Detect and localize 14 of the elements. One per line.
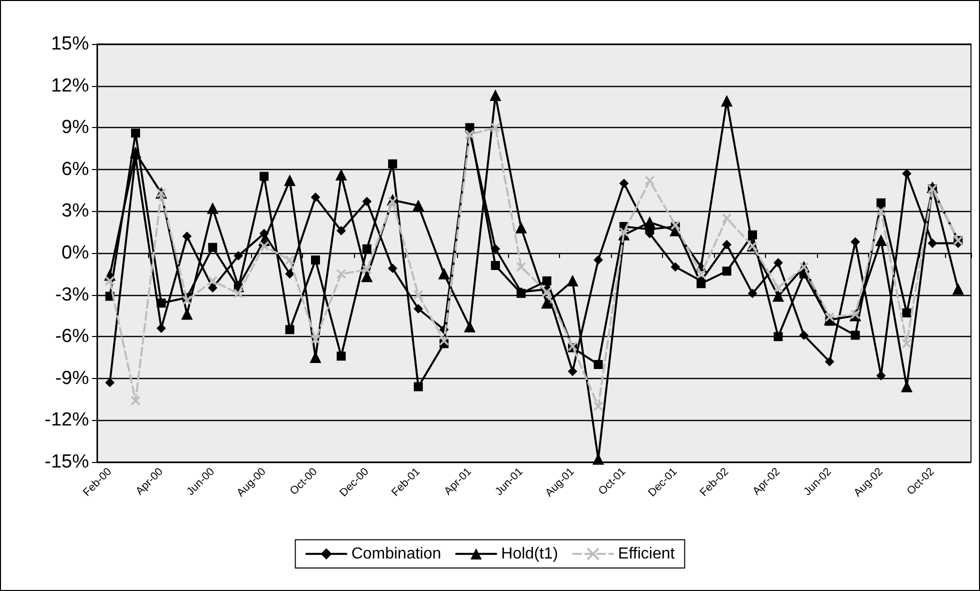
legend-label: Efficient: [618, 545, 676, 562]
legend-label: Hold(t1): [501, 545, 558, 562]
y-tick-label: -6%: [55, 326, 90, 348]
y-tick-label: 0%: [62, 242, 90, 264]
y-tick-label: 15%: [50, 34, 90, 54]
y-tick-label: 6%: [62, 158, 90, 180]
y-tick-label: -15%: [44, 452, 90, 472]
y-tick-label: 9%: [62, 117, 90, 138]
y-tick-label: 12%: [50, 75, 90, 96]
legend-label: Combination: [351, 545, 442, 562]
y-tick-label: -9%: [55, 368, 90, 389]
y-tick-label: 3%: [62, 200, 90, 222]
y-tick-label: -3%: [55, 284, 90, 306]
y-tick-label: -12%: [44, 410, 90, 431]
